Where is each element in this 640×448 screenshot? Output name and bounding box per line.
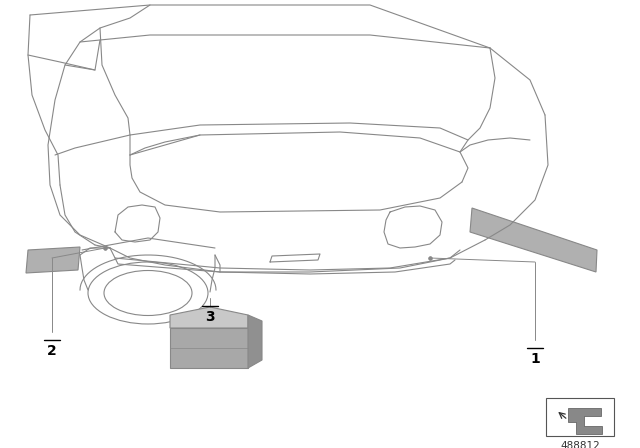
Polygon shape <box>170 307 248 328</box>
Text: 3: 3 <box>205 310 215 324</box>
Polygon shape <box>170 328 248 368</box>
Bar <box>546 398 614 436</box>
Text: 2: 2 <box>47 344 57 358</box>
Polygon shape <box>248 315 262 368</box>
Polygon shape <box>26 247 80 273</box>
Polygon shape <box>470 208 597 272</box>
Text: 1: 1 <box>530 352 540 366</box>
Text: 488812: 488812 <box>560 441 600 448</box>
Polygon shape <box>568 408 602 434</box>
